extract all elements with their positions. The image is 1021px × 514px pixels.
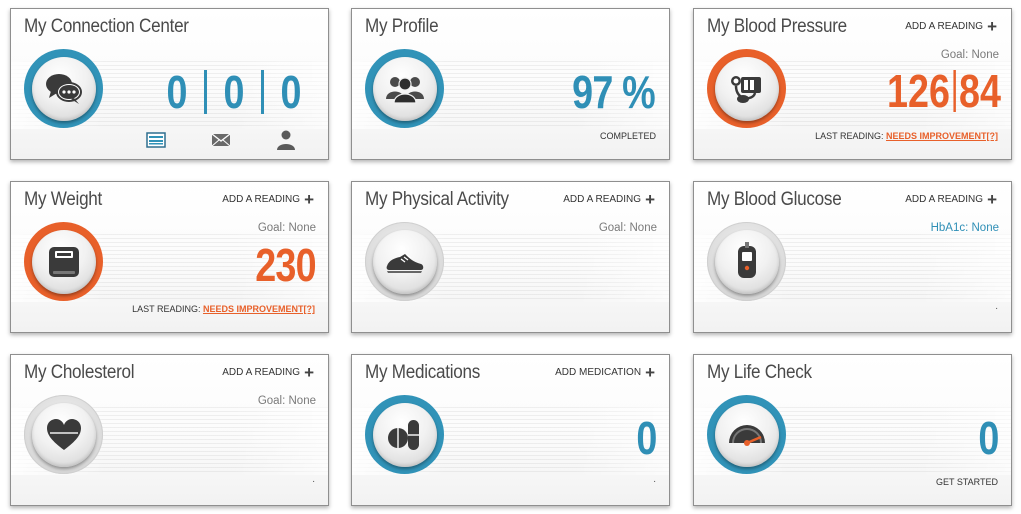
add-reading-link[interactable]: ADD A READING + bbox=[563, 189, 655, 209]
connection-ring bbox=[24, 49, 103, 128]
plus-icon: + bbox=[645, 189, 655, 209]
blood-pressure-cuff-icon bbox=[730, 75, 761, 103]
add-reading-link[interactable]: ADD A READING + bbox=[905, 189, 997, 209]
add-reading-link[interactable]: ADD A READING + bbox=[905, 16, 997, 36]
plus-icon: + bbox=[645, 362, 655, 382]
activity-ring bbox=[365, 222, 444, 301]
card-title: My Profile bbox=[365, 16, 439, 37]
plus-icon: + bbox=[304, 362, 314, 382]
connection-counts: 0 0 0 bbox=[150, 65, 318, 119]
medication-count: 0 bbox=[636, 412, 658, 464]
card-title: My Connection Center bbox=[24, 16, 189, 37]
add-reading-link[interactable]: ADD A READING + bbox=[222, 189, 314, 209]
plus-icon: + bbox=[987, 16, 997, 36]
message-count[interactable]: 0 bbox=[166, 66, 188, 118]
card-title: My Blood Pressure bbox=[707, 16, 847, 37]
profile-completion: 97 % bbox=[572, 66, 656, 118]
goal-text: Goal: None bbox=[257, 222, 316, 234]
card-title: My Blood Glucose bbox=[707, 189, 842, 210]
medications-card[interactable]: My Medications ADD MEDICATION + 0 . bbox=[351, 354, 670, 506]
gauge-icon bbox=[728, 424, 765, 446]
footer-dot: . bbox=[995, 301, 998, 312]
divider bbox=[204, 70, 207, 114]
hba1c-link[interactable]: HbA1c: None bbox=[930, 222, 999, 234]
blood-pressure-reading: 126 84 bbox=[887, 64, 1001, 118]
connection-center-card[interactable]: My Connection Center 0 0 0 bbox=[10, 8, 329, 160]
divider bbox=[953, 70, 956, 112]
cholesterol-ring bbox=[24, 395, 103, 474]
weight-ring bbox=[24, 222, 103, 301]
card-title: My Medications bbox=[365, 362, 481, 383]
person-icon[interactable] bbox=[253, 129, 318, 151]
needs-improvement-link[interactable]: NEEDS IMPROVEMENT[?] bbox=[885, 131, 998, 141]
needs-improvement-link[interactable]: NEEDS IMPROVEMENT[?] bbox=[202, 304, 315, 314]
diastolic-value: 84 bbox=[959, 65, 1001, 117]
plus-icon: + bbox=[304, 189, 314, 209]
profile-card[interactable]: My Profile 97 % COMPLETED bbox=[351, 8, 670, 160]
get-started-link[interactable]: GET STARTED bbox=[935, 477, 998, 487]
last-reading-status: LAST READING: NEEDS IMPROVEMENT[?] bbox=[815, 131, 998, 141]
blood-pressure-card[interactable]: My Blood Pressure ADD A READING + Goal: N… bbox=[693, 8, 1012, 160]
friend-count[interactable]: 0 bbox=[280, 66, 302, 118]
weight-value: 230 bbox=[255, 239, 317, 291]
add-medication-link[interactable]: ADD MEDICATION + bbox=[555, 362, 655, 382]
goal-text: Goal: None bbox=[598, 222, 657, 234]
footer-dot: . bbox=[653, 474, 656, 485]
envelope-icon[interactable] bbox=[188, 129, 253, 151]
sneaker-icon bbox=[386, 253, 423, 273]
glucose-ring bbox=[707, 222, 786, 301]
heart-icon bbox=[46, 418, 81, 450]
card-title: My Weight bbox=[24, 189, 103, 210]
people-group-icon bbox=[385, 76, 424, 104]
life-check-ring bbox=[707, 395, 786, 474]
last-reading-status: LAST READING: NEEDS IMPROVEMENT[?] bbox=[132, 304, 315, 314]
life-check-score: 0 bbox=[978, 412, 1000, 464]
card-title: My Cholesterol bbox=[24, 362, 135, 383]
physical-activity-card[interactable]: My Physical Activity ADD A READING + Goal… bbox=[351, 181, 670, 333]
mail-count[interactable]: 0 bbox=[223, 66, 245, 118]
weight-card[interactable]: My Weight ADD A READING + Goal: None 230 … bbox=[10, 181, 329, 333]
life-check-card[interactable]: My Life Check 0 GET STARTED bbox=[693, 354, 1012, 506]
blood-pressure-ring bbox=[707, 49, 786, 128]
blood-glucose-card[interactable]: My Blood Glucose ADD A READING + HbA1c: N… bbox=[693, 181, 1012, 333]
profile-ring bbox=[365, 49, 444, 128]
medications-ring bbox=[365, 395, 444, 474]
message-board-icon[interactable] bbox=[123, 129, 188, 151]
chat-bubbles-icon bbox=[45, 73, 82, 104]
divider bbox=[261, 70, 264, 114]
footer-dot: . bbox=[312, 474, 315, 485]
goal-text: Goal: None bbox=[257, 395, 316, 407]
goal-text: Goal: None bbox=[940, 49, 999, 61]
plus-icon: + bbox=[987, 189, 997, 209]
card-title: My Physical Activity bbox=[365, 189, 509, 210]
add-reading-link[interactable]: ADD A READING + bbox=[222, 362, 314, 382]
systolic-value: 126 bbox=[887, 65, 951, 117]
glucose-meter-icon bbox=[737, 241, 756, 278]
scale-icon bbox=[48, 246, 79, 277]
pills-icon bbox=[387, 419, 419, 450]
connection-icons bbox=[123, 129, 318, 151]
profile-status: COMPLETED bbox=[599, 131, 656, 141]
card-title: My Life Check bbox=[707, 362, 812, 383]
cholesterol-card[interactable]: My Cholesterol ADD A READING + Goal: None… bbox=[10, 354, 329, 506]
